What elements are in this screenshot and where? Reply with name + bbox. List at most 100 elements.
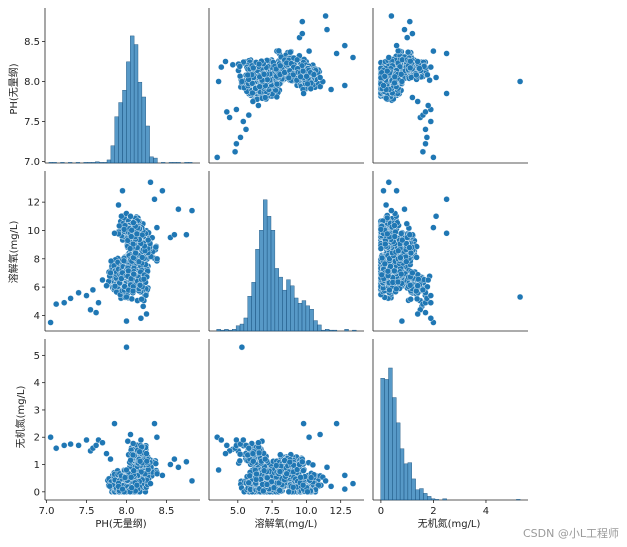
scatter-point (127, 213, 134, 220)
scatter-point (233, 106, 240, 113)
scatter-point (126, 245, 134, 252)
hist-bar (321, 329, 326, 332)
scatter-point (250, 64, 257, 72)
hist-bar (149, 156, 154, 164)
hist-bar (83, 162, 88, 164)
scatter-point (285, 74, 292, 82)
scatter-point (99, 276, 106, 284)
scatter-point (388, 12, 395, 20)
hist-bar (137, 81, 143, 164)
hist-bar (282, 289, 287, 332)
scatter-point (413, 287, 420, 295)
scatter-point (249, 89, 256, 97)
scatter-point (255, 102, 262, 109)
scatter-point (430, 224, 437, 231)
scatter-point (341, 42, 348, 49)
hist-bar (259, 230, 264, 332)
scatter-point (432, 213, 440, 220)
hist-bar (130, 35, 135, 164)
scatter-point (422, 309, 429, 316)
scatter-point (395, 47, 402, 55)
scatter-point (407, 282, 414, 289)
scatter-point (413, 295, 421, 303)
scatter-point (395, 247, 402, 255)
scatter-point (120, 226, 128, 233)
scatter-point (406, 244, 413, 251)
hist-bar (60, 162, 65, 164)
scatter-point (409, 269, 416, 277)
scatter-point (159, 187, 166, 195)
scatter-point (133, 230, 141, 238)
scatter-point (398, 317, 406, 325)
scatter-point (382, 240, 389, 248)
scatter-point (422, 140, 429, 148)
scatter-point (136, 282, 144, 289)
scatter-point (147, 179, 154, 186)
hist-bar (75, 162, 81, 164)
scatter-point (128, 295, 136, 303)
scatter-point (139, 303, 147, 310)
scatter-point (414, 58, 421, 65)
y-tick-label: 7.5 (24, 117, 40, 128)
scatter-point (132, 249, 139, 257)
scatter-point (299, 18, 306, 25)
scatter-point (120, 257, 128, 264)
scatter-point (403, 258, 410, 265)
scatter-point (407, 58, 414, 65)
hist-bar (106, 159, 112, 164)
scatter-point (303, 73, 310, 80)
scatter-point (233, 140, 240, 148)
scatter-point (419, 286, 427, 294)
scatter-point (516, 293, 524, 301)
scatter-point (115, 201, 122, 209)
hist-bar (216, 329, 221, 332)
hist-bar (243, 317, 248, 332)
scatter-point (95, 299, 102, 306)
hist-bar (232, 329, 237, 332)
scatter-point (382, 201, 390, 209)
scatter-point (231, 148, 239, 156)
hist-bar (91, 162, 96, 164)
scatter-point (391, 73, 398, 81)
hist-bar (251, 282, 256, 332)
scatter-point (137, 315, 145, 322)
scatter-point (422, 126, 429, 133)
scatter-point (333, 50, 340, 57)
scatter-point (255, 60, 263, 68)
scatter-point (377, 245, 385, 252)
scatter-point (188, 207, 196, 214)
scatter-point (310, 71, 318, 78)
hist-bar (313, 320, 318, 332)
scatter-point (67, 295, 74, 302)
scatter-point (406, 231, 413, 238)
scatter-point (152, 243, 160, 251)
scatter-point (293, 56, 301, 63)
scatter-point (304, 80, 311, 88)
hist-bar (184, 162, 189, 164)
hist-bar (309, 309, 314, 332)
scatter-point (404, 34, 411, 41)
scatter-point (398, 230, 405, 237)
scatter-point (327, 86, 335, 93)
scatter-point (264, 76, 271, 83)
y-tick-label: 8 (34, 254, 40, 265)
hist-bar (220, 329, 225, 332)
scatter-point (323, 26, 331, 33)
scatter-point (103, 282, 110, 289)
scatter-point (427, 292, 434, 299)
scatter-point (403, 220, 410, 228)
hist-bar (247, 296, 252, 332)
hist-bar (141, 96, 146, 164)
scatter-point (380, 187, 387, 195)
hist-bar (118, 102, 123, 164)
panel-r0-c0: 7.07.58.08.5 (24, 8, 200, 168)
scatter-point (391, 222, 398, 229)
scatter-point (229, 61, 237, 69)
scatter-point (391, 79, 398, 87)
scatter-point (380, 82, 387, 89)
scatter-point (140, 276, 148, 283)
scatter-point (409, 94, 416, 101)
scatter-point (287, 49, 294, 56)
scatter-point (427, 63, 434, 71)
scatter-point (138, 254, 146, 261)
